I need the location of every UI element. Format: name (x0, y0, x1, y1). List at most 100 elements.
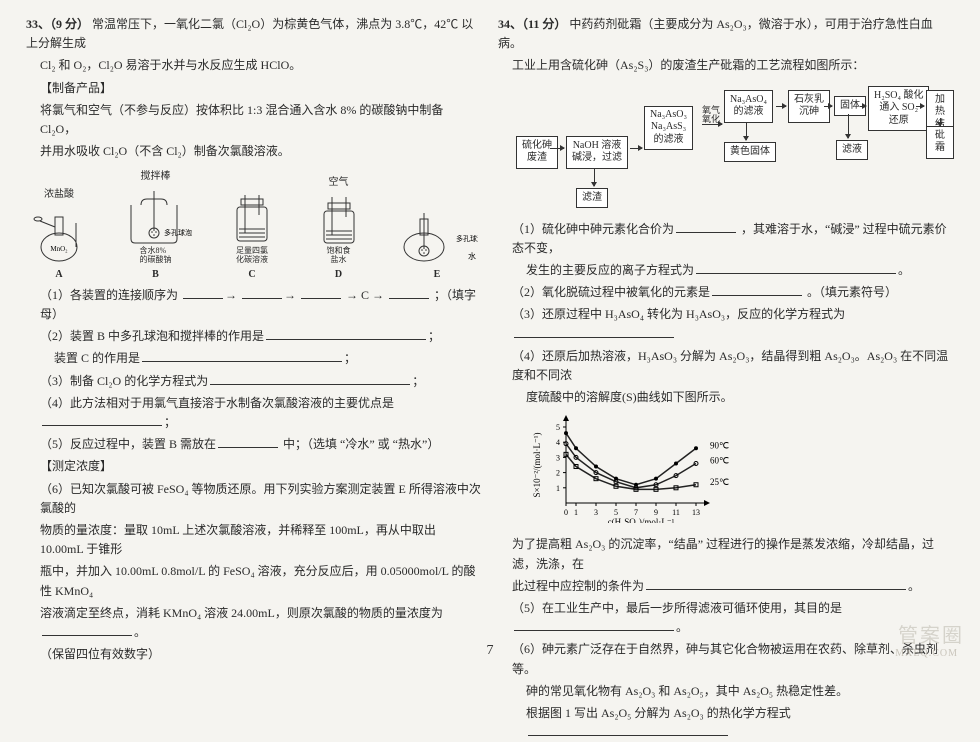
arrow-icon (550, 148, 564, 149)
letter-B: B (152, 267, 159, 283)
q33-4: （4）此方法相对于用氯气直接溶于水制备次氯酸溶液的主要优点是； (26, 394, 482, 432)
letter-D: D (335, 267, 342, 283)
svg-text:5: 5 (556, 423, 560, 432)
q33-6d: 溶液滴定至终点，消耗 KMnO₄ 溶液 24.00mL，则原次氯酸的物质的量浓度… (26, 604, 482, 642)
blank (218, 447, 278, 448)
blank (712, 295, 802, 296)
letter-C: C (248, 267, 255, 283)
blank (210, 384, 410, 385)
q33-6e: （保留四位有效数字） (26, 645, 482, 664)
blank (42, 425, 162, 426)
q34-1: （1）硫化砷中砷元素化合价为 ，其难溶于水，“碱浸” 过程中硫元素价态不变， (498, 220, 954, 258)
q33-section-measure: 【测定浓度】 (26, 457, 482, 476)
svg-text:1: 1 (574, 508, 578, 517)
flask-E-icon: 多孔球泡 水 (396, 203, 478, 265)
letter-A: A (55, 267, 62, 283)
q33-make2: 并用水吸收 Cl₂O（不含 Cl₂）制备次氯酸溶液。 (26, 142, 482, 161)
apparatus-E: 多孔球泡 水 E (396, 203, 478, 283)
svg-text:c(H₂SO₄)/mol·L⁻¹: c(H₂SO₄)/mol·L⁻¹ (608, 517, 675, 523)
svg-text:水: 水 (468, 251, 476, 261)
svg-text:多孔球泡: 多孔球泡 (164, 228, 192, 237)
arrow-down-icon (848, 114, 849, 138)
blank (514, 337, 674, 338)
label-C: 足量四氯化碳溶液 (236, 247, 268, 265)
q34-4b: 度硫酸中的溶解度(S)曲线如下图所示。 (498, 388, 954, 407)
arrow-icon (702, 124, 722, 125)
q33-intro1: 常温常压下，一氧化二氯（Cl₂O）为棕黄色气体，沸点为 3.8℃，42℃ 以上分… (26, 17, 473, 50)
flask-A-icon: MnO₂ (30, 203, 88, 265)
q34-4a: （4）还原后加热溶液，H₃AsO₃ 分解为 As₂O₃，结晶得到粗 As₂O₃。… (498, 347, 954, 385)
q33-2a: （2）装置 B 中多孔球泡和搅拌棒的作用是； (26, 327, 482, 346)
arrow-icon (916, 106, 924, 107)
label-B-under: 含水8%的碳酸钠 (140, 247, 172, 265)
apparatus-D: 空气 饱和食盐水 D (310, 175, 368, 283)
flow-n1: 硫化砷废渣 (516, 136, 558, 169)
svg-text:9: 9 (654, 508, 658, 517)
watermark-sub: MXEQ.COM (895, 646, 958, 662)
right-column: 34、（11 分） 中药药剂砒霜（主要成分为 As₂O₃，微溶于水），可用于治疗… (490, 12, 962, 656)
label-D-top: 空气 (329, 175, 349, 191)
q33-2b: 装置 C 的作用是； (26, 349, 482, 368)
apparatus-C: 足量四氯化碳溶液 C (223, 185, 281, 283)
arrow-icon (776, 106, 786, 107)
arrow-down-icon (940, 118, 941, 126)
svg-text:0: 0 (564, 508, 568, 517)
svg-text:25℃: 25℃ (710, 477, 729, 487)
svg-text:11: 11 (672, 508, 680, 517)
beaker-B-icon: 多孔球泡 (117, 185, 195, 247)
svg-text:MnO₂: MnO₂ (50, 245, 68, 253)
graph-svg: 01357911131234590℃60℃25℃c(H₂SO₄)/mol·L⁻¹… (530, 413, 750, 523)
q33-number: 33、（9 分） (26, 17, 89, 31)
arrow-icon (630, 148, 642, 149)
bottle-C-icon (223, 185, 281, 247)
blank (389, 298, 429, 299)
flow-n2: NaOH 溶液碱浸，过滤 (566, 136, 628, 169)
letter-E: E (434, 267, 441, 283)
svg-text:S×10⁻²/(mol·L⁻¹): S×10⁻²/(mol·L⁻¹) (532, 433, 542, 498)
flowchart: 硫化砷废渣 NaOH 溶液碱浸，过滤 Na₃AsO₃Na₃AsS₃的滤液 Na₃… (516, 84, 954, 214)
q33-6a: （6）已知次氯酸可被 FeSO₄ 等物质还原。用下列实验方案测定装置 E 所得溶… (26, 480, 482, 518)
left-column: 33、（9 分） 常温常压下，一氧化二氯（Cl₂O）为棕黄色气体，沸点为 3.8… (18, 12, 490, 656)
q33-make1: 将氯气和空气（不参与反应）按体积比 1:3 混合通入含水 8% 的碳酸钠中制备 … (26, 101, 482, 139)
flow-side1: 滤渣 (576, 188, 608, 209)
label-B-top: 搅拌棒 (141, 169, 171, 185)
page-number: 7 (487, 640, 494, 662)
arrow-down-icon (746, 122, 747, 140)
q34-1c: 发生的主要反应的离子方程式为。 (498, 261, 954, 280)
q33-6c: 瓶中，并加入 10.00mL 0.8mol/L 的 FeSO₄ 溶液，充分反应后… (26, 562, 482, 600)
blank (528, 735, 728, 736)
q34-5: （5）在工业生产中，最后一步所得滤液可循环使用，其目的是。 (498, 599, 954, 637)
flow-n3: Na₃AsO₃Na₃AsS₃的滤液 (644, 106, 693, 150)
svg-text:4: 4 (556, 438, 560, 447)
q34-6b: 砷的常见氧化物有 As₂O₃ 和 As₂O₅，其中 As₂O₅ 热稳定性差。 (498, 682, 954, 701)
blank (514, 630, 674, 631)
svg-text:7: 7 (634, 508, 638, 517)
svg-text:2: 2 (556, 469, 560, 478)
apparatus-row: 浓盐酸 MnO₂ A 搅拌棒 多孔球泡 含水8% (26, 169, 482, 283)
flow-n4: Na₃AsO₄的滤液 (724, 90, 773, 123)
blank (42, 635, 132, 636)
blank (266, 339, 426, 340)
q34-2: （2）氧化脱硫过程中被氧化的元素是 。（填元素符号） (498, 283, 954, 302)
arrow-icon (824, 106, 832, 107)
blank (242, 298, 282, 299)
blank (696, 273, 896, 274)
q33-line1: 33、（9 分） 常温常压下，一氧化二氯（Cl₂O）为棕黄色气体，沸点为 3.8… (26, 15, 482, 53)
svg-text:1: 1 (556, 484, 560, 493)
q34-6a: （6）砷元素广泛存在于自然界，砷与其它化合物被运用在农药、除草剂、杀虫剂等。 (498, 640, 954, 678)
apparatus-A: 浓盐酸 MnO₂ A (30, 187, 88, 283)
apparatus-B: 搅拌棒 多孔球泡 含水8%的碳酸钠 B (117, 169, 195, 283)
solubility-graph: 01357911131234590℃60℃25℃c(H₂SO₄)/mol·L⁻¹… (530, 413, 954, 529)
label-D: 饱和食盐水 (327, 247, 351, 265)
flow-side2: 黄色固体 (724, 142, 776, 163)
svg-text:60℃: 60℃ (710, 456, 729, 466)
blank (142, 361, 342, 362)
q33-6b: 物质的量浓度：量取 10mL 上述次氯酸溶液，并稀释至 100mL，再从中取出 … (26, 521, 482, 559)
q33-5: （5）反应过程中，装置 B 需放在 中；（选填 “冷水” 或 “热水”） (26, 435, 482, 454)
q34-3: （3）还原过程中 H₃AsO₄ 转化为 H₃AsO₃，反应的化学方程式为 (498, 305, 954, 343)
svg-text:3: 3 (556, 454, 560, 463)
q34-intro2: 工业上用含硫化砷（As₂S₃）的废渣生产砒霜的工艺流程如图所示： (498, 56, 954, 75)
q33-3: （3）制备 Cl₂O 的化学方程式为； (26, 372, 482, 391)
q33-intro2: Cl₂ 和 O₂，Cl₂O 易溶于水并与水反应生成 HClO。 (26, 56, 482, 75)
q34-6c: 根据图 1 写出 As₂O₅ 分解为 As₂O₃ 的热化学方程式 (498, 704, 954, 742)
